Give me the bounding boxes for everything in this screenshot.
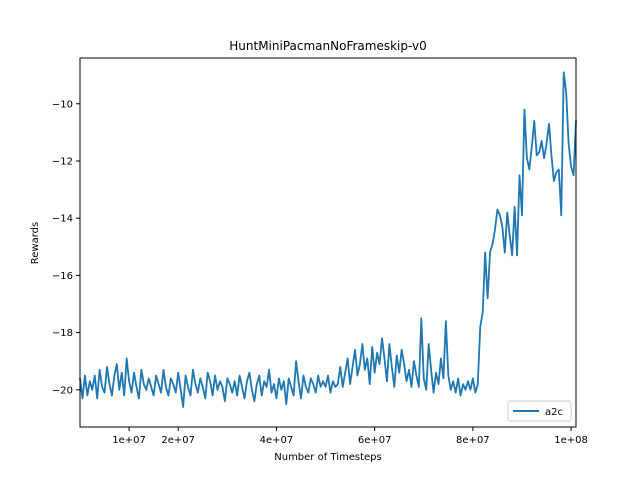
x-tick-label: 4e+07: [260, 435, 294, 446]
x-tick-label: 1e+08: [554, 435, 588, 446]
legend: a2c: [507, 400, 572, 422]
x-tick-label: 2e+07: [161, 435, 195, 446]
legend-label-a2c: a2c: [545, 407, 563, 418]
y-tick-label: −10: [52, 99, 73, 110]
y-tick-label: −18: [52, 328, 73, 339]
x-tick-label: 6e+07: [358, 435, 392, 446]
y-axis-label: Rewards: [30, 222, 41, 264]
x-tick-label: 8e+07: [456, 435, 490, 446]
axes-frame: [79, 57, 577, 428]
legend-box: [507, 400, 572, 422]
series-line-a2c: [79, 71, 577, 408]
x-axis-ticks: 1e+07 2e+07 4e+07 6e+07 8e+07 1e+08: [112, 427, 588, 446]
y-axis-ticks: −20 −18 −16 −14 −12 −10: [52, 99, 80, 396]
chart-title: HuntMiniPacmanNoFrameskip-v0: [229, 39, 426, 53]
y-tick-label: −16: [52, 271, 73, 282]
x-tick-label: 1e+07: [112, 435, 146, 446]
y-tick-label: −12: [52, 156, 73, 167]
y-tick-label: −20: [52, 385, 73, 396]
x-axis-label: Number of Timesteps: [274, 452, 381, 463]
plot-area: [79, 57, 577, 428]
y-tick-label: −14: [52, 214, 73, 225]
